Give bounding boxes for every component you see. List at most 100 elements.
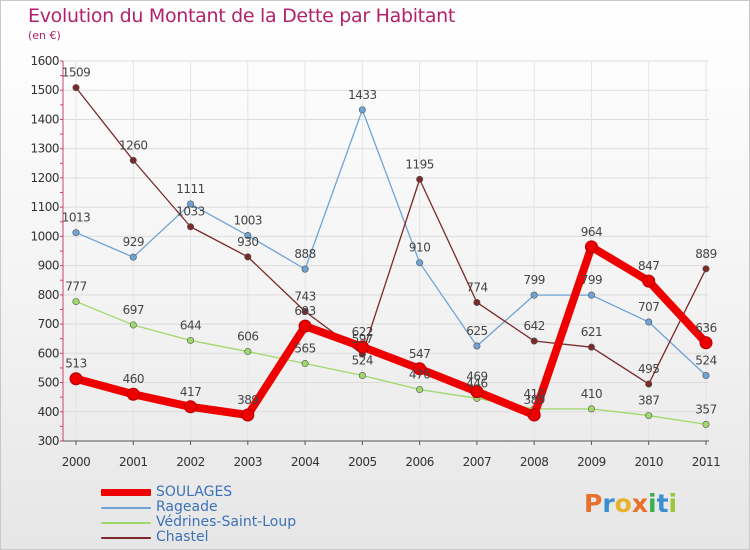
data-label: 1003: [234, 214, 263, 228]
data-point: [473, 342, 481, 350]
logo-letter: i: [668, 489, 678, 518]
x-tick-label: 2004: [291, 455, 320, 469]
y-tick-label: 1200: [30, 171, 59, 185]
data-label: 799: [523, 273, 544, 287]
data-label: 417: [180, 385, 201, 399]
data-point: [184, 400, 198, 414]
data-point: [645, 380, 653, 388]
x-tick-label: 2002: [176, 455, 205, 469]
data-point: [416, 175, 424, 183]
x-tick-label: 2003: [234, 455, 263, 469]
data-point: [358, 106, 366, 114]
chart-unit-label: (en €): [28, 29, 61, 42]
data-point: [645, 318, 653, 326]
data-point: [244, 253, 252, 261]
data-label: 495: [638, 362, 659, 376]
logo-letter: t: [656, 489, 669, 518]
data-point: [416, 259, 424, 267]
data-point: [298, 319, 312, 333]
data-label: 513: [65, 357, 86, 371]
data-point: [301, 308, 309, 316]
data-label: 446: [466, 376, 487, 390]
data-point: [470, 385, 484, 399]
data-label: 357: [695, 402, 716, 416]
data-point: [244, 348, 252, 356]
data-label: 1195: [405, 157, 434, 171]
data-point: [187, 223, 195, 231]
y-tick-label: 1100: [30, 200, 59, 214]
data-point: [702, 420, 710, 428]
data-labels-chastel: 1509 1260 1033 930 743 597 1195 774 642 621 495 889: [62, 66, 717, 376]
data-label: 799: [581, 273, 602, 287]
legend-item: Rageade: [101, 499, 361, 515]
data-label: 1433: [348, 88, 377, 102]
series-soulages: [69, 240, 713, 422]
data-label: 1111: [176, 182, 205, 196]
series-line: [75, 300, 707, 425]
data-label: 889: [695, 247, 716, 261]
data-label: 777: [65, 280, 86, 294]
data-point: [72, 84, 80, 92]
data-label: 1509: [62, 66, 91, 80]
legend-item: SOULAGES: [101, 484, 361, 500]
y-tick-label: 1500: [30, 83, 59, 97]
legend-swatch: [101, 522, 151, 524]
legend-label: Rageade: [156, 499, 218, 515]
data-point: [301, 265, 309, 273]
data-labels-soulages: 513 460 417 389 693 622 547 469 389 964 847 636: [65, 225, 717, 407]
legend-swatch: [101, 489, 151, 496]
data-point: [358, 372, 366, 380]
data-label: 625: [466, 324, 487, 338]
data-point: [244, 232, 252, 240]
y-tick-label: 300: [38, 434, 59, 448]
data-label: 847: [638, 259, 659, 273]
data-label: 621: [581, 325, 602, 339]
data-point: [72, 298, 80, 306]
data-point: [530, 337, 538, 345]
data-label: 387: [638, 394, 659, 408]
data-label: 410: [523, 387, 544, 401]
y-tick-label: 1000: [30, 229, 59, 243]
x-tick-label: 2001: [119, 455, 148, 469]
data-label: 460: [123, 372, 144, 386]
data-point: [413, 362, 427, 376]
series-line: [72, 242, 710, 419]
x-tick-label: 2007: [463, 455, 492, 469]
chart-title: Evolution du Montant de la Dette par Hab…: [28, 5, 456, 27]
logo-letter: r: [602, 489, 615, 518]
data-label: 524: [695, 354, 716, 368]
y-tick-label: 1600: [30, 54, 59, 68]
data-point: [584, 240, 598, 254]
x-tick-label: 2000: [62, 455, 91, 469]
y-tick-label: 1400: [30, 112, 59, 126]
data-point: [587, 405, 595, 413]
y-tick-label: 1300: [30, 142, 59, 156]
x-tick-label: 2011: [692, 455, 721, 469]
data-point: [702, 265, 710, 273]
legend-swatch: [101, 537, 151, 539]
x-tick-label: 2009: [577, 455, 606, 469]
y-tick-label: 800: [38, 288, 59, 302]
data-point: [642, 274, 656, 288]
legend-item: Chastel: [101, 529, 361, 545]
legend-swatch: [101, 507, 151, 509]
data-point: [72, 229, 80, 237]
data-label: 597: [352, 332, 373, 346]
data-label: 644: [180, 318, 201, 332]
legend-item: Védrines-Saint-Loup: [101, 514, 361, 530]
data-point: [126, 387, 140, 401]
data-label: 524: [352, 354, 373, 368]
data-label: 964: [581, 225, 602, 239]
logo-letter: P: [584, 489, 603, 518]
data-label: 1033: [176, 205, 205, 219]
series-chastel: [72, 84, 710, 388]
data-label: 636: [695, 321, 716, 335]
data-point: [301, 360, 309, 368]
data-label: 622: [352, 325, 373, 339]
legend-label: SOULAGES: [156, 484, 233, 500]
legend-label: Chastel: [156, 529, 209, 545]
data-labels-vedrines-saint-loup: 777 697 644 606 565 524 476 446 410 410 387 357: [65, 280, 717, 417]
data-point: [416, 386, 424, 394]
data-label: 642: [523, 319, 544, 333]
